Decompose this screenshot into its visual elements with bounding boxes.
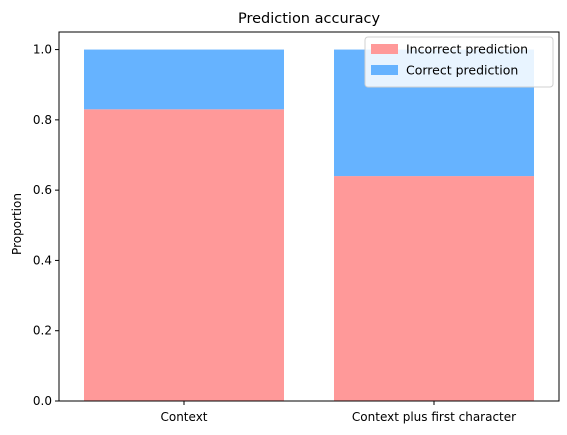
legend-label-2: Correct prediction [406, 63, 518, 78]
y-tick-label: 0.6 [33, 183, 52, 197]
bar-incorrect-1 [84, 109, 284, 402]
legend-box [364, 36, 554, 88]
legend-label-1: Incorrect prediction [406, 42, 528, 57]
y-tick-label: 0.0 [33, 394, 52, 408]
y-tick-label: 0.4 [33, 253, 52, 267]
bar-correct-1 [84, 49, 284, 110]
y-axis-label: Proportion [10, 193, 24, 255]
chart-title: Prediction accuracy [238, 11, 380, 27]
plot-area: Context Context plus first character 0.0 0.… [33, 31, 560, 424]
legend: Incorrect prediction Correct prediction [364, 36, 554, 88]
legend-swatch-1 [371, 44, 398, 54]
bar-incorrect-2 [334, 176, 534, 401]
y-tick-label: 0.2 [33, 324, 52, 338]
axes-frame [58, 31, 560, 402]
x-tick-label: Context plus first character [352, 410, 516, 424]
x-tick-label: Context [160, 410, 207, 424]
y-tick-label: 0.8 [33, 113, 52, 127]
legend-swatch-2 [371, 65, 398, 75]
y-tick-label: 1.0 [33, 43, 52, 57]
